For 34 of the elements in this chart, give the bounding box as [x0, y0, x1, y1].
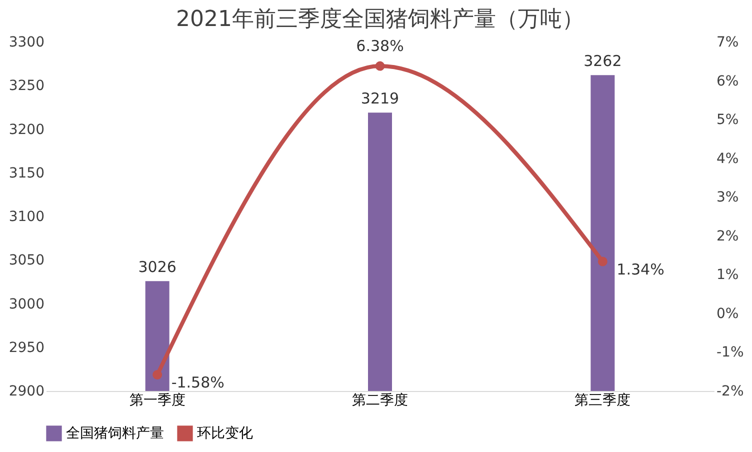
- x-tick-label: 第三季度: [574, 392, 631, 408]
- y2-tick-label: -1%: [716, 344, 744, 361]
- point: [375, 61, 385, 71]
- y2-tick-label: 1%: [716, 267, 739, 284]
- y-tick-label: 3300: [8, 34, 44, 50]
- data-label: 1.34%: [616, 260, 664, 278]
- chart-title: 2021年前三季度全国猪饲料产量（万吨）: [176, 7, 584, 32]
- legend-label: 环比变化: [197, 425, 253, 442]
- y-tick-label: 3200: [8, 122, 44, 138]
- y2-tick-label: 3%: [716, 190, 739, 206]
- y-tick-label: 2950: [8, 340, 44, 356]
- point: [152, 370, 162, 380]
- data-label: -1.58%: [171, 374, 224, 392]
- y2-tick-label: 5%: [716, 112, 739, 128]
- y-tick-label: 3250: [8, 78, 44, 94]
- legend-label: 全国猪饲料产量: [66, 425, 164, 442]
- y-tick-label: 3050: [8, 252, 44, 269]
- y2-tick-label: -2%: [716, 384, 744, 400]
- data-label: 6.38%: [356, 37, 404, 56]
- y2-tick-label: 4%: [716, 150, 739, 167]
- y-tick-label: 3100: [8, 209, 44, 225]
- data-label: 3026: [138, 258, 176, 276]
- y2-tick-label: 2%: [716, 228, 739, 244]
- data-label: 3219: [360, 90, 400, 108]
- y-tick-label: 3150: [8, 165, 44, 182]
- y-tick-label: 3000: [8, 296, 44, 312]
- x-tick-label: 第二季度: [352, 392, 408, 408]
- y2-tick-label: 7%: [716, 34, 739, 50]
- x-tick-label: 第一季度: [129, 392, 186, 408]
- y-tick-label: 2900: [8, 384, 44, 400]
- y2-tick-label: 0%: [716, 306, 739, 322]
- y2-tick-label: 6%: [716, 73, 739, 90]
- point: [598, 256, 608, 266]
- data-label: 3262: [584, 52, 622, 70]
